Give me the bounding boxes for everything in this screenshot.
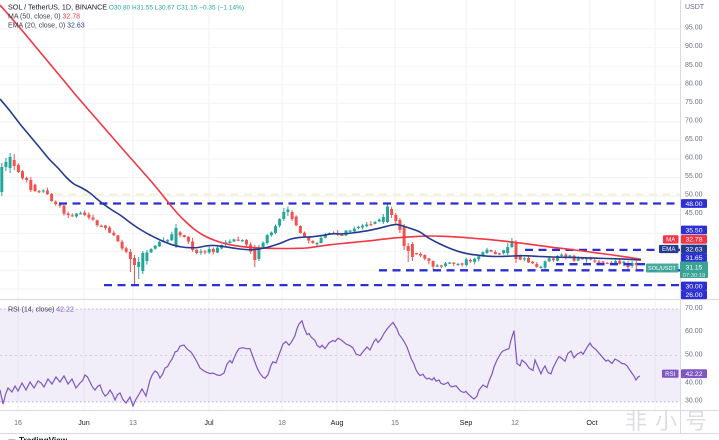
svg-text:90.00: 90.00	[685, 43, 703, 50]
svg-text:42.22: 42.22	[685, 371, 702, 378]
svg-text:Jun: Jun	[78, 418, 90, 427]
svg-text:55.00: 55.00	[685, 173, 703, 180]
svg-text:EMA (20, close, 0) 32.63: EMA (20, close, 0) 32.63	[8, 23, 85, 30]
svg-text:Aug: Aug	[331, 418, 344, 427]
svg-text:50.00: 50.00	[685, 192, 703, 199]
svg-text:30.00: 30.00	[685, 398, 703, 405]
svg-text:Jul: Jul	[204, 418, 214, 427]
svg-text:EMA: EMA	[662, 246, 676, 253]
svg-text:▗▖: ▗▖	[5, 435, 19, 440]
svg-text:SOL / TetherUS, 1D, BINANCE O3: SOL / TetherUS, 1D, BINANCE O30.80 H31.5…	[8, 3, 244, 12]
svg-text:48.00: 48.00	[685, 201, 702, 208]
svg-text:70.00: 70.00	[685, 305, 703, 312]
svg-text:65.00: 65.00	[685, 136, 703, 143]
svg-text:60.00: 60.00	[685, 155, 703, 162]
svg-text:26.00: 26.00	[685, 292, 702, 299]
svg-text:85.00: 85.00	[685, 62, 703, 69]
svg-text:35.50: 35.50	[685, 227, 702, 234]
svg-text:Sep: Sep	[460, 418, 473, 427]
svg-text:31.65: 31.65	[685, 255, 702, 262]
svg-text:TradingView: TradingView	[19, 436, 68, 440]
svg-text:15: 15	[391, 420, 399, 427]
svg-text:30.00: 30.00	[685, 283, 702, 290]
svg-text:16: 16	[14, 420, 22, 427]
svg-text:SOL/USDT: SOL/USDT	[648, 266, 677, 272]
svg-text:18: 18	[278, 420, 286, 427]
svg-text:07:30:19: 07:30:19	[683, 273, 706, 279]
svg-text:45.00: 45.00	[685, 210, 703, 217]
svg-text:32.63: 32.63	[685, 246, 702, 253]
svg-text:USDT: USDT	[685, 4, 705, 11]
svg-text:40.00: 40.00	[685, 380, 703, 387]
svg-text:31.15: 31.15	[686, 264, 703, 271]
svg-text:70.00: 70.00	[685, 118, 703, 125]
svg-text:非小号: 非小号	[625, 409, 715, 434]
svg-text:12: 12	[511, 420, 519, 427]
svg-text:32.78: 32.78	[685, 237, 702, 244]
svg-text:60.00: 60.00	[685, 328, 703, 335]
svg-text:13: 13	[129, 420, 137, 427]
svg-text:50.00: 50.00	[685, 351, 703, 358]
svg-text:RSI (14, close) 42.22: RSI (14, close) 42.22	[8, 307, 74, 314]
svg-text:MA (50, close, 0) 32.78: MA (50, close, 0) 32.78	[8, 14, 80, 21]
svg-text:RSI: RSI	[665, 371, 676, 378]
svg-text:95.00: 95.00	[685, 25, 703, 32]
svg-text:Oct: Oct	[586, 418, 597, 427]
svg-text:75.00: 75.00	[685, 99, 703, 106]
svg-text:80.00: 80.00	[685, 80, 703, 87]
svg-text:MA: MA	[666, 237, 676, 244]
